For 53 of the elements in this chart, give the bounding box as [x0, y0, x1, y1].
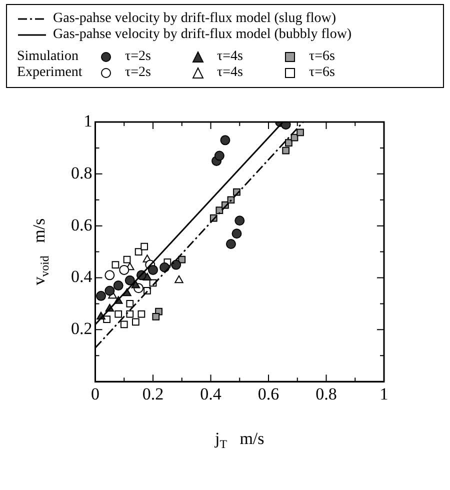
- x-tick-label: 0: [91, 384, 100, 404]
- point: [138, 310, 146, 318]
- legend-label: τ=2s: [125, 49, 151, 65]
- point: [96, 290, 106, 301]
- point: [234, 216, 245, 226]
- point: [148, 264, 158, 275]
- point: [131, 280, 140, 288]
- text: Experiment: [17, 65, 84, 81]
- point: [123, 256, 131, 264]
- point: [132, 318, 140, 326]
- point: [104, 270, 115, 280]
- point: [285, 139, 292, 146]
- legend-label: Gas-pahse velocity by drift-flux model (slug flow): [53, 11, 336, 27]
- point: [120, 320, 128, 328]
- point: [126, 300, 134, 308]
- point: [134, 248, 142, 256]
- point: [152, 313, 160, 320]
- x-tick-label: 0.8: [316, 384, 337, 404]
- point: [113, 280, 124, 291]
- point: [214, 150, 224, 161]
- point: [140, 242, 148, 250]
- point: [112, 261, 120, 268]
- point: [171, 260, 182, 270]
- point: [119, 264, 130, 275]
- point: [126, 310, 134, 318]
- x-tick-label: 0.6: [258, 384, 280, 404]
- y-axis-title: vvoid m/s: [30, 218, 52, 286]
- legend-label: Gas-pahse velocity by drift-flux model (bubbly flow): [53, 27, 352, 43]
- point: [296, 128, 304, 136]
- point: [282, 146, 290, 154]
- legend-label: τ=4s: [217, 49, 243, 65]
- point: [227, 196, 235, 204]
- x-tick-label: 0.2: [142, 384, 164, 404]
- y-tick-label: 0.6: [71, 215, 92, 234]
- y-tick-label: 0.8: [71, 163, 92, 182]
- x-tick-label: 0.4: [200, 384, 222, 404]
- text: Simulation: [17, 49, 80, 65]
- point: [220, 135, 230, 146]
- point: [232, 228, 242, 239]
- y-tick-label: 1: [84, 111, 92, 130]
- legend-label: τ=2s: [125, 65, 151, 81]
- x-tick-label: 1: [380, 384, 388, 404]
- point: [114, 310, 122, 318]
- point: [226, 239, 236, 250]
- legend-label: τ=4s: [217, 65, 243, 81]
- legend-label: τ=6s: [309, 65, 335, 81]
- y-tick-label: 0.4: [71, 267, 93, 286]
- point: [216, 206, 224, 214]
- point: [124, 275, 135, 286]
- point: [174, 275, 184, 284]
- point: [104, 286, 115, 296]
- y-tick-label: 0.2: [71, 319, 92, 338]
- legend-label: τ=6s: [309, 49, 335, 65]
